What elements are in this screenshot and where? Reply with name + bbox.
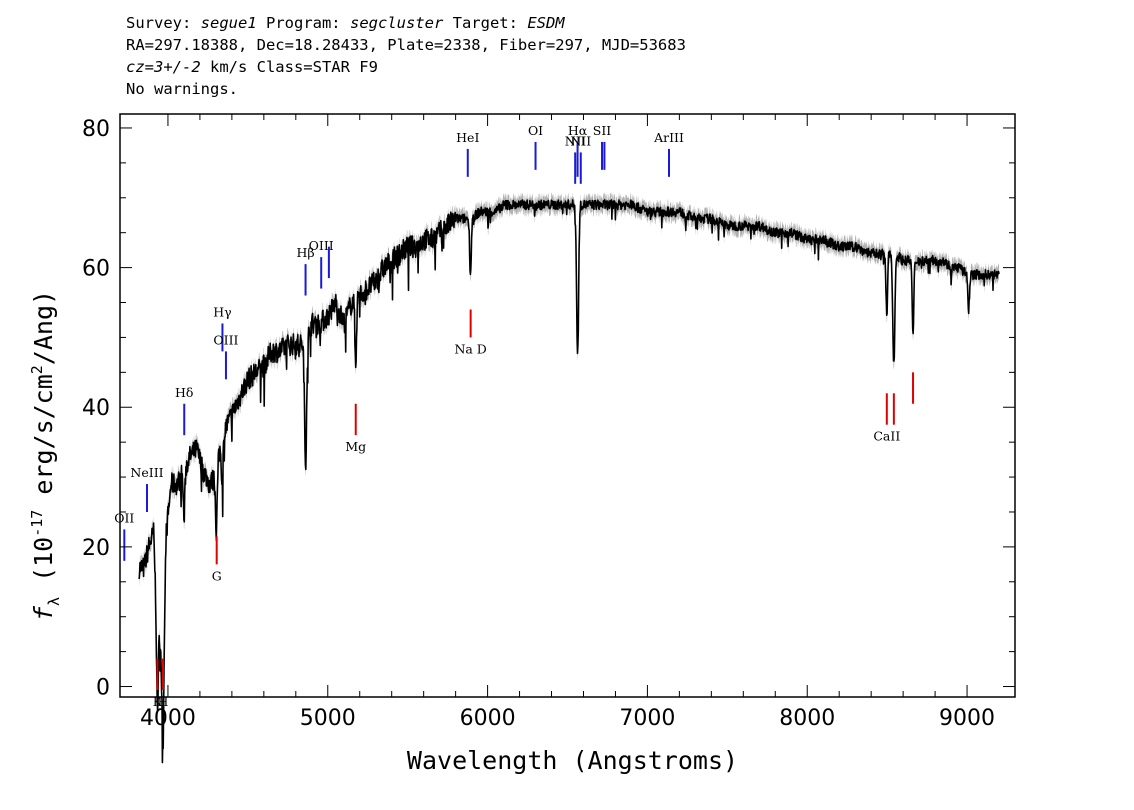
emission-line-label: OIII — [213, 332, 238, 347]
redshift-value: cz=3+/-2 — [126, 58, 201, 76]
emission-line-label: NII — [570, 133, 591, 148]
axes-layer: 4000 5000 6000 7000 8000 9000 0 20 40 60 80 Wavelen… — [28, 113, 1016, 775]
emission-line-label: OI — [528, 123, 543, 138]
emission-line-label: HeI — [456, 130, 479, 145]
absorption-line-label: H — [158, 694, 169, 709]
y-tick-label: 20 — [82, 536, 110, 561]
flux-line — [138, 199, 1000, 764]
absorption-line-label: Mg — [345, 439, 366, 454]
x-axis-title: Wavelength (Angstroms) — [407, 746, 738, 775]
emission-line-label: SII — [593, 123, 612, 138]
coordinates-line: RA=297.18388, Dec=18.28433, Plate=2338, … — [126, 36, 686, 54]
x-tick-label: 6000 — [460, 706, 516, 731]
x-tick-label: 7000 — [619, 706, 675, 731]
y-tick-label: 0 — [96, 676, 110, 701]
flux-layer — [138, 199, 1000, 764]
class-value: km/s Class=STAR F9 — [200, 58, 378, 76]
spectrum-header: Survey: segue1 Program: segcluster Targe… — [126, 12, 686, 100]
absorption-line-label: Na D — [454, 341, 486, 356]
target-label: Target: — [443, 14, 528, 32]
flux-error-band — [139, 192, 999, 771]
survey-line: Survey: segue1 Program: segcluster Targe… — [126, 12, 686, 34]
emission-line-label: NeIII — [130, 465, 163, 480]
program-label: Program: — [256, 14, 350, 32]
absorption-line-label: G — [212, 568, 222, 583]
absorption-line-label: K — [153, 694, 163, 709]
y-tick-label: 40 — [82, 396, 110, 421]
emission-line-label: Hα — [568, 123, 588, 138]
target-value: ESDM — [527, 14, 565, 32]
emission-line-label: OII — [114, 510, 134, 525]
y-tick-label: 60 — [82, 257, 110, 282]
x-tick-label: 9000 — [939, 706, 995, 731]
error-band — [139, 192, 999, 771]
redshift-class-line: cz=3+/-2 km/s Class=STAR F9 — [126, 56, 686, 78]
emission-line-label: Hβ — [296, 245, 314, 260]
warnings-line: No warnings. — [126, 80, 238, 98]
emission-line-label: Hδ — [175, 385, 193, 400]
emission-line-label: ArIII — [653, 130, 684, 145]
x-tick-label: 5000 — [300, 706, 356, 731]
plot-frame — [119, 113, 1016, 698]
y-tick-label: 80 — [82, 117, 110, 142]
survey-label: Survey: — [126, 14, 201, 32]
x-tick-label: 4000 — [140, 706, 196, 731]
program-value: segcluster — [349, 14, 444, 32]
emission-line-label: Hγ — [213, 304, 231, 319]
y-axis-title: fλ (10-17 erg/s/cm2/Ang) — [28, 290, 63, 621]
survey-value: segue1 — [200, 14, 257, 32]
emission-line-label: OIII — [309, 238, 334, 253]
x-tick-label: 8000 — [779, 706, 835, 731]
absorption-line-label: CaII — [873, 429, 900, 444]
emission-line-label: NII — [565, 133, 586, 148]
